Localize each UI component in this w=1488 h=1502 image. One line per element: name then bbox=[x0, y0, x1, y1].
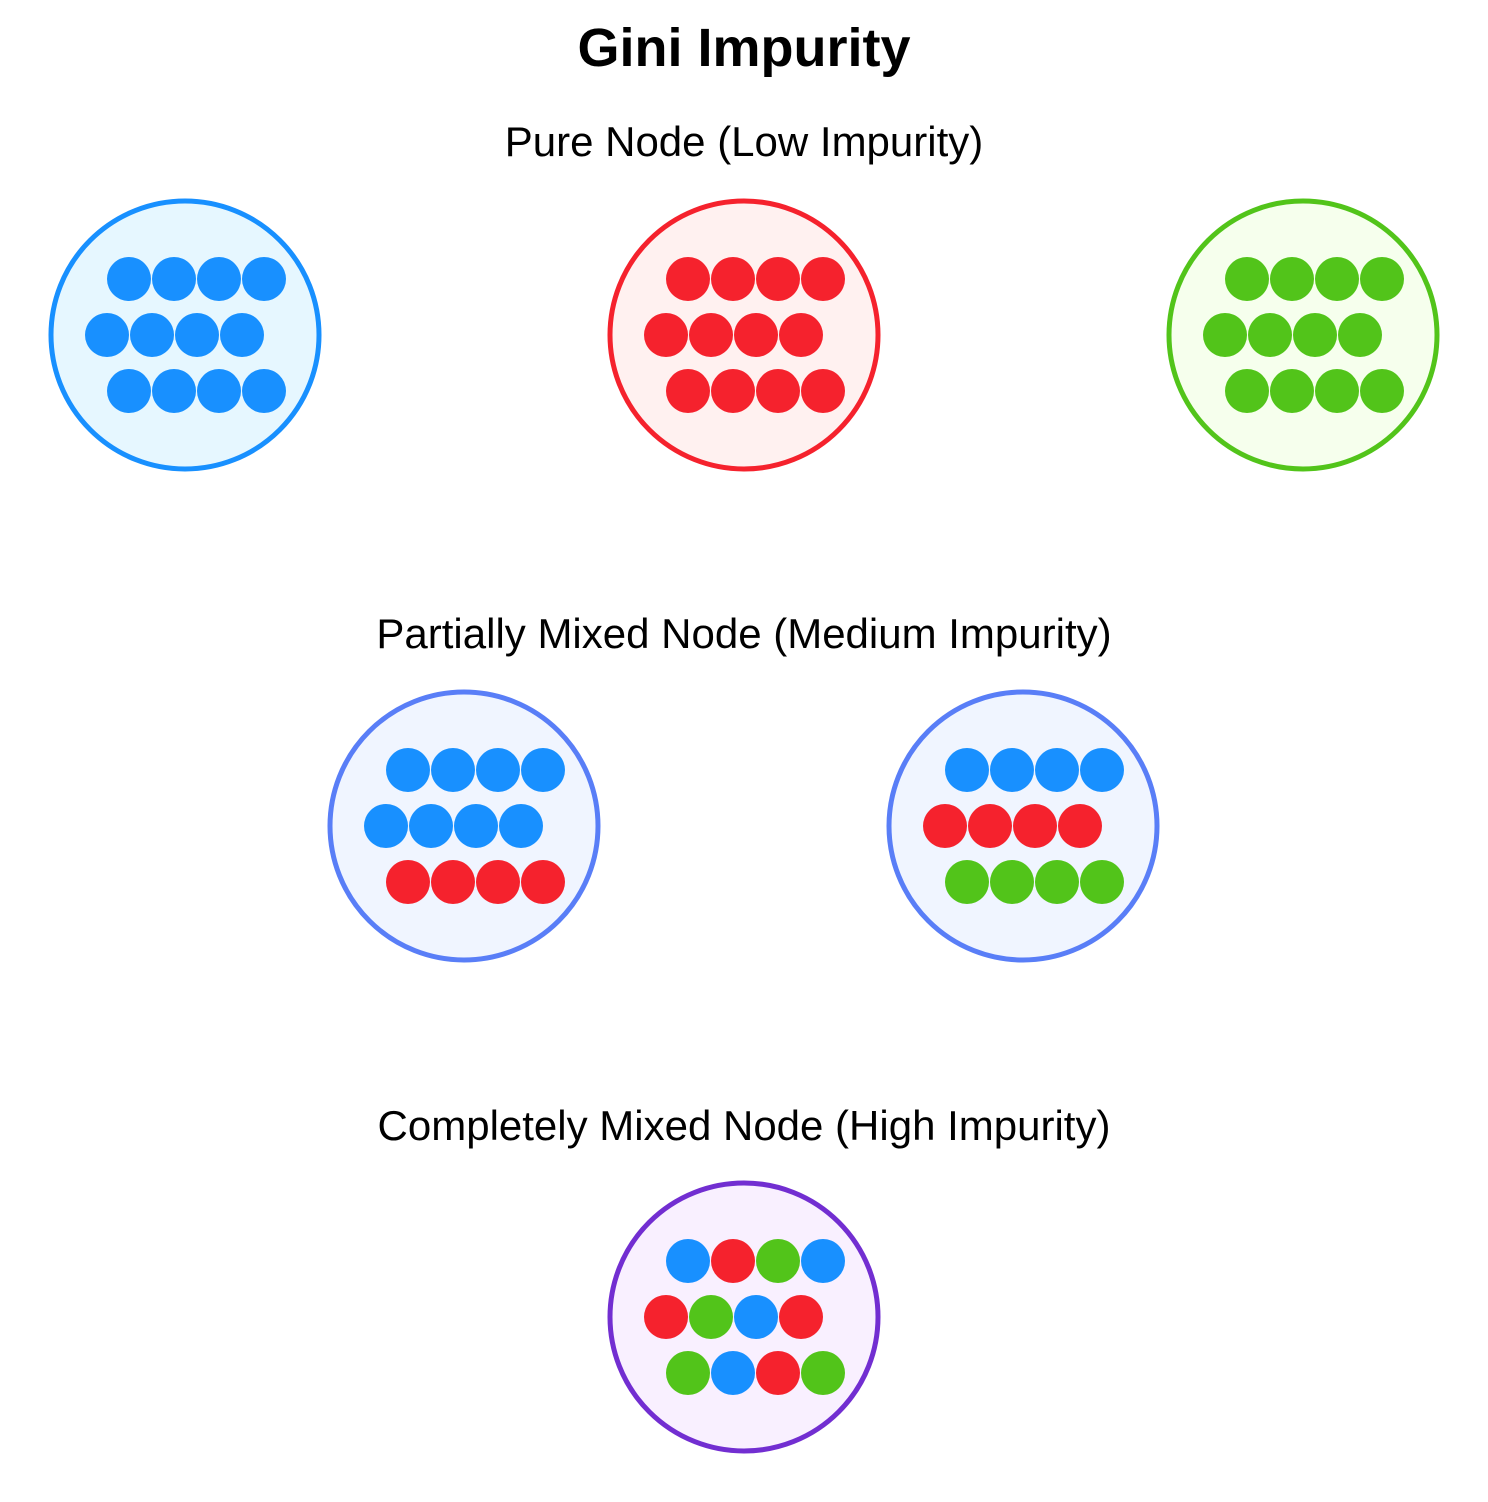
sample-dot-red bbox=[779, 1295, 823, 1339]
sample-dot-green bbox=[801, 1351, 845, 1395]
sample-dot-green bbox=[1248, 313, 1292, 357]
sample-dot-green bbox=[1315, 257, 1359, 301]
sample-dot-red bbox=[711, 369, 755, 413]
sample-dot-blue bbox=[711, 1351, 755, 1395]
sample-dot-red bbox=[756, 1351, 800, 1395]
sample-dot-red bbox=[923, 804, 967, 848]
sample-dot-green bbox=[1225, 369, 1269, 413]
sample-dot-red bbox=[386, 860, 430, 904]
sample-dot-blue bbox=[499, 804, 543, 848]
sample-dot-green bbox=[1360, 257, 1404, 301]
sample-dot-red bbox=[644, 1295, 688, 1339]
sample-dot-blue bbox=[521, 748, 565, 792]
sample-dot-blue bbox=[107, 369, 151, 413]
sample-dot-blue bbox=[152, 369, 196, 413]
node-pure-1 bbox=[48, 198, 322, 472]
node-pure-2 bbox=[607, 198, 881, 472]
sample-dot-blue bbox=[197, 369, 241, 413]
node-pure-3 bbox=[1166, 198, 1440, 472]
sample-dot-green bbox=[1203, 313, 1247, 357]
sample-dot-blue bbox=[175, 313, 219, 357]
sample-dot-blue bbox=[197, 257, 241, 301]
section-label-complete: Completely Mixed Node (High Impurity) bbox=[378, 1102, 1111, 1149]
partially-mixed-nodes-group bbox=[327, 689, 1160, 963]
sample-dot-red bbox=[644, 313, 688, 357]
sample-dot-blue bbox=[476, 748, 520, 792]
sample-dot-blue bbox=[242, 257, 286, 301]
sample-dot-blue bbox=[386, 748, 430, 792]
sample-dot-red bbox=[968, 804, 1012, 848]
sample-dot-red bbox=[1058, 804, 1102, 848]
completely-mixed-nodes-group bbox=[607, 1180, 881, 1454]
sample-dot-blue bbox=[945, 748, 989, 792]
sample-dot-blue bbox=[454, 804, 498, 848]
sample-dot-red bbox=[711, 1239, 755, 1283]
diagram-title: Gini Impurity bbox=[577, 18, 910, 78]
sample-dot-red bbox=[666, 369, 710, 413]
sample-dot-green bbox=[1270, 257, 1314, 301]
sample-dot-green bbox=[1315, 369, 1359, 413]
sample-dot-blue bbox=[1080, 748, 1124, 792]
sample-dot-red bbox=[521, 860, 565, 904]
sample-dot-green bbox=[1270, 369, 1314, 413]
sample-dot-red bbox=[801, 257, 845, 301]
sample-dot-green bbox=[1225, 257, 1269, 301]
sample-dot-red bbox=[734, 313, 778, 357]
sample-dot-blue bbox=[107, 257, 151, 301]
node-partial-2 bbox=[886, 689, 1160, 963]
sample-dot-blue bbox=[734, 1295, 778, 1339]
sample-dot-red bbox=[779, 313, 823, 357]
sample-dot-blue bbox=[1035, 748, 1079, 792]
sample-dot-blue bbox=[666, 1239, 710, 1283]
sample-dot-red bbox=[476, 860, 520, 904]
sample-dot-green bbox=[666, 1351, 710, 1395]
sample-dot-red bbox=[431, 860, 475, 904]
sample-dot-red bbox=[801, 369, 845, 413]
sample-dot-green bbox=[1360, 369, 1404, 413]
sample-dot-green bbox=[945, 860, 989, 904]
sample-dot-green bbox=[756, 1239, 800, 1283]
sample-dot-blue bbox=[801, 1239, 845, 1283]
sample-dot-blue bbox=[242, 369, 286, 413]
sample-dot-green bbox=[990, 860, 1034, 904]
sample-dot-blue bbox=[409, 804, 453, 848]
sample-dot-blue bbox=[364, 804, 408, 848]
sample-dot-red bbox=[1013, 804, 1057, 848]
sample-dot-blue bbox=[990, 748, 1034, 792]
pure-nodes-group bbox=[48, 198, 1440, 472]
sample-dot-blue bbox=[152, 257, 196, 301]
sample-dot-green bbox=[1338, 313, 1382, 357]
sample-dot-green bbox=[689, 1295, 733, 1339]
sample-dot-red bbox=[666, 257, 710, 301]
sample-dot-red bbox=[689, 313, 733, 357]
node-complete-1 bbox=[607, 1180, 881, 1454]
sample-dot-green bbox=[1035, 860, 1079, 904]
sample-dot-blue bbox=[85, 313, 129, 357]
sample-dot-blue bbox=[220, 313, 264, 357]
sample-dot-green bbox=[1080, 860, 1124, 904]
sample-dot-red bbox=[756, 257, 800, 301]
sample-dot-red bbox=[756, 369, 800, 413]
sample-dot-green bbox=[1293, 313, 1337, 357]
node-partial-1 bbox=[327, 689, 601, 963]
sample-dot-blue bbox=[130, 313, 174, 357]
section-label-partial: Partially Mixed Node (Medium Impurity) bbox=[376, 610, 1111, 657]
sample-dot-red bbox=[711, 257, 755, 301]
section-label-pure: Pure Node (Low Impurity) bbox=[505, 118, 984, 165]
sample-dot-blue bbox=[431, 748, 475, 792]
